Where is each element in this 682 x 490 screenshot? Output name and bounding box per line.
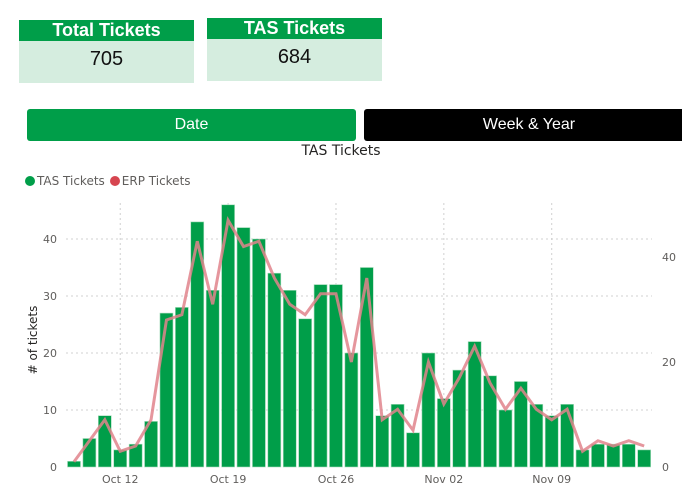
tas-bar[interactable] (483, 375, 497, 468)
tas-tickets-label: TAS Tickets (207, 18, 382, 39)
tas-bar[interactable] (621, 443, 636, 468)
y2-tick-label: 0 (662, 461, 669, 474)
tas-bar[interactable] (175, 307, 189, 468)
x-tick-label: Nov 02 (424, 473, 463, 486)
chart-title: TAS Tickets (301, 143, 381, 159)
total-tickets-value: 705 (89, 48, 124, 70)
tas-bar[interactable] (98, 415, 112, 468)
tas-bar[interactable] (498, 409, 513, 468)
erp-dot-icon (109, 176, 120, 186)
y-tick-label: 0 (50, 461, 57, 474)
tas-bar[interactable] (344, 352, 359, 468)
tas-bar[interactable] (529, 403, 544, 468)
tas-bar[interactable] (406, 432, 420, 468)
tas-tickets-card: TAS Tickets 684 (207, 18, 382, 81)
y-tick-label: 30 (43, 290, 57, 303)
x-tick-label: Oct 19 (210, 473, 247, 486)
tas-bar[interactable] (282, 289, 297, 468)
y-tick-label: 40 (43, 233, 57, 246)
legend-label-tas: TAS Tickets (37, 174, 105, 188)
tas-bar[interactable] (606, 443, 621, 468)
y-axis-title: # of tickets (26, 306, 40, 375)
tas-bars (67, 204, 651, 468)
tas-bar[interactable] (329, 284, 343, 468)
tas-dot-icon (25, 176, 35, 186)
erp-line-path[interactable] (72, 216, 645, 463)
tas-bar[interactable] (190, 221, 205, 468)
tas-bar[interactable] (67, 460, 81, 468)
tas-bar[interactable] (159, 312, 174, 468)
tas-bar[interactable] (437, 398, 451, 468)
erp-line (72, 216, 645, 463)
legend-label-erp: ERP Tickets (121, 174, 191, 188)
tas-bar[interactable] (452, 369, 467, 468)
chart-legend: TAS Tickets ERP Tickets (25, 174, 196, 188)
tas-bar[interactable] (298, 318, 312, 468)
x-tick-label: Nov 09 (532, 473, 571, 486)
y2-tick-label: 40 (662, 251, 676, 264)
x-tick-label: Oct 12 (102, 473, 139, 486)
tas-bar[interactable] (467, 341, 482, 468)
tas-bar[interactable] (236, 227, 251, 468)
tas-bar[interactable] (544, 415, 559, 468)
tas-bar[interactable] (390, 403, 405, 468)
total-tickets-card: Total Tickets 705 (19, 20, 194, 83)
tas-bar[interactable] (637, 449, 651, 468)
tas-bar[interactable] (591, 443, 605, 468)
tas-bar[interactable] (313, 284, 328, 468)
y-tick-label: 20 (43, 347, 57, 360)
tas-bar[interactable] (267, 272, 282, 468)
tas-tickets-value: 684 (277, 46, 312, 68)
tas-bar[interactable] (221, 204, 235, 468)
tas-bar[interactable] (514, 381, 528, 468)
tas-bar[interactable] (252, 238, 266, 468)
legend-item-erp[interactable]: ERP Tickets (109, 174, 191, 188)
y2-tick-label: 20 (662, 356, 676, 369)
x-tick-label: Oct 26 (318, 473, 355, 486)
week-year-button[interactable]: Week & Year (364, 109, 682, 141)
chart-axes: 0 10 20 30 40 0 20 40 Oct 12 Oct 19 Oct 26 Nov 02 No… (43, 233, 676, 486)
date-button[interactable]: Date (27, 109, 356, 141)
legend-item-tas[interactable]: TAS Tickets (25, 174, 105, 188)
tas-bar[interactable] (205, 289, 220, 468)
y-tick-label: 10 (43, 404, 57, 417)
tas-bar[interactable] (375, 415, 390, 468)
total-tickets-label: Total Tickets (19, 20, 194, 41)
